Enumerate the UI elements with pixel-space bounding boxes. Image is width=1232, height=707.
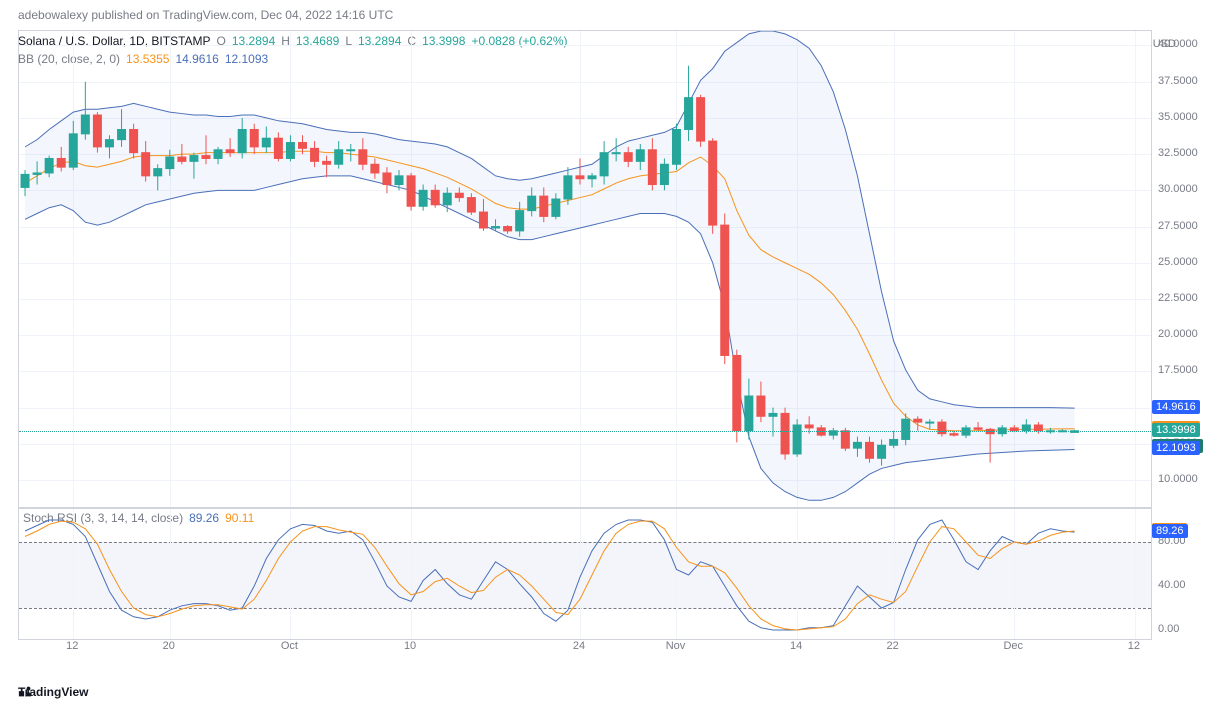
- rsi-plot[interactable]: Stoch RSI (3, 3, 14, 14, close) 89.26 90…: [18, 508, 1152, 640]
- rsi-y-axis: 80.0040.000.0090.1189.26: [1152, 508, 1216, 640]
- tradingview-logo: TradingView: [18, 685, 88, 699]
- chart-container[interactable]: adebowalexy published on TradingView.com…: [0, 0, 1232, 707]
- publish-header: adebowalexy published on TradingView.com…: [18, 8, 393, 22]
- x-axis: 1220Oct1024Nov1422Dec12: [18, 640, 1152, 660]
- main-plot[interactable]: [18, 30, 1152, 508]
- y-axis: USD 40.000037.500035.000032.500030.00002…: [1152, 30, 1216, 508]
